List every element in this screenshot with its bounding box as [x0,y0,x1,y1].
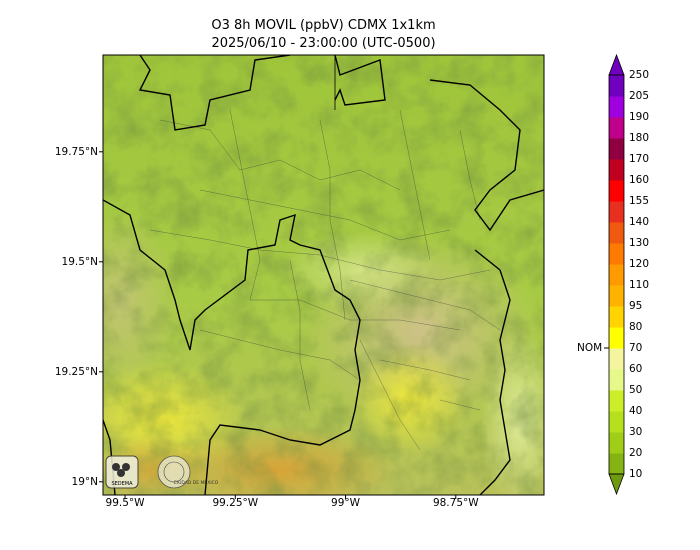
colorbar-tick-label: 190 [629,111,650,123]
cdmx-logo: CIUDAD DE MÉXICO [157,455,219,489]
colorbar-segment [609,75,624,97]
map-frame [102,54,545,496]
colorbar-frame [608,74,625,475]
lon-tick-label: 99.5°W [105,497,145,509]
colorbar-tick-label: 140 [629,216,650,228]
colorbar-segment [609,159,624,181]
map-subtitle: 2025/06/10 - 23:00:00 (UTC-0500) [211,36,436,51]
sedema-logo-text: SEDEMA [111,481,133,487]
terrain-hillshade [103,55,544,495]
colorbar-segment [609,327,624,349]
colorbar-segment [609,138,624,160]
state-boundaries [103,55,544,495]
colorbar-tick-label: 95 [629,300,643,312]
colorbar-tick-label: 170 [629,153,650,165]
colorbar-segment [609,264,624,286]
lon-tick-label: 99.25°W [212,497,259,509]
colorbar-segment [609,390,624,412]
colorbar-segment [609,432,624,454]
colorbar-tick-label: 130 [629,237,650,249]
map-title: O3 8h MOVIL (ppbV) CDMX 1x1km [211,18,436,33]
lat-tick-label: 19.5°N [61,255,98,268]
colorbar [604,53,625,496]
lon-ticks [124,495,457,499]
colorbar-tick-label: 40 [629,405,643,417]
colorbar-tick-label: 70 [629,342,643,354]
colorbar-tick-label: 155 [629,195,650,207]
colorbar-tick-label: 110 [629,279,650,291]
municipal-boundaries [149,109,501,451]
colorbar-tick-label: 30 [629,426,643,438]
map-area [103,55,544,495]
colorbar-tick-label: 160 [629,174,650,186]
colorbar-tick-label: 20 [629,447,643,459]
colorbar-tick-label: 250 [629,69,650,81]
lat-tick-label: 19.75°N [54,145,98,158]
colorbar-tick-label: 60 [629,363,643,375]
colorbar-segment [609,117,624,139]
nom-label: NOM [577,342,603,354]
lat-ticks [99,151,103,483]
cdmx-logo-text: CIUDAD DE MÉXICO [174,478,219,486]
colorbar-tick-label: 120 [629,258,650,270]
colorbar-segment [609,369,624,391]
colorbar-tick-label: 205 [629,90,650,102]
colorbar-extend-min [608,473,625,496]
colorbar-segment [609,96,624,118]
colorbar-segment [609,348,624,370]
colorbar-segment [609,180,624,202]
colorbar-tick-label: 50 [629,384,643,396]
colorbar-extend-max [608,53,625,76]
colorbar-segment [609,285,624,307]
colorbar-segment [609,411,624,433]
colorbar-segment [609,222,624,244]
lat-tick-label: 19°N [71,475,98,488]
lon-tick-label: 98.75°W [432,497,479,509]
colorbar-segment [609,243,624,265]
colorbar-segment [609,453,624,475]
lat-tick-label: 19.25°N [54,365,98,378]
lon-tick-label: 99°W [331,497,361,509]
colorbar-tick-label: 80 [629,321,643,333]
colorbar-tick-label: 180 [629,132,650,144]
colorbar-segment [609,201,624,223]
colorbar-tick-label: 10 [629,468,643,480]
colorbar-segment [609,306,624,328]
sedema-logo: SEDEMA [105,455,139,489]
